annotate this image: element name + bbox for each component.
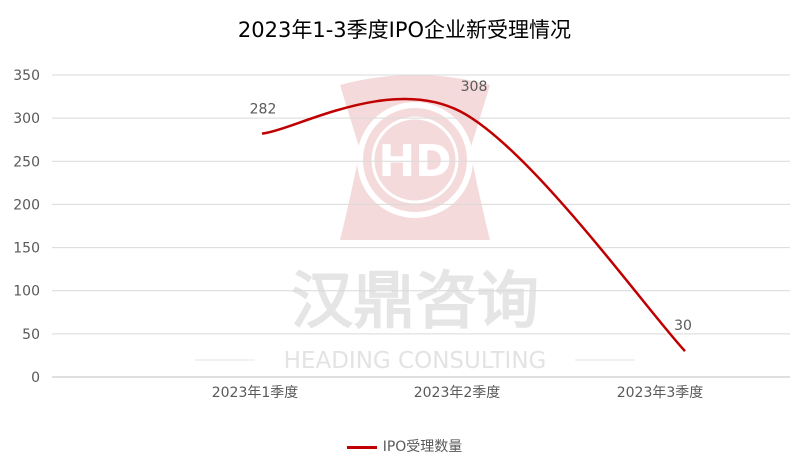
watermark-logo-text: 汉鼎咨询 [291, 264, 539, 337]
y-tick-label: 200 [13, 197, 40, 213]
y-tick-label: 250 [13, 154, 40, 170]
series-line [261, 97, 686, 352]
legend: IPO受理数量 [0, 436, 809, 456]
x-tick-label: 2023年3季度 [617, 385, 704, 401]
y-tick-label: 100 [13, 284, 40, 300]
data-label: 308 [461, 79, 488, 95]
y-tick-label: 0 [31, 370, 40, 386]
x-tick-label: 2023年1季度 [212, 385, 299, 401]
y-tick-label: 50 [22, 327, 40, 343]
chart-title: 2023年1-3季度IPO企业新受理情况 [237, 18, 572, 42]
y-tick-label: 150 [13, 241, 40, 257]
data-label: 282 [250, 102, 277, 118]
y-tick-label: 300 [13, 111, 40, 127]
watermark-tagline: HEADING CONSULTING [284, 348, 547, 374]
data-label: 30 [674, 318, 692, 334]
legend-label: IPO受理数量 [382, 439, 463, 455]
legend-swatch [346, 445, 377, 449]
y-tick-label: 350 [13, 68, 40, 84]
watermark: HD 汉鼎咨询 HEADING CONSULTING [195, 75, 635, 374]
x-tick-label: 2023年2季度 [414, 385, 501, 401]
